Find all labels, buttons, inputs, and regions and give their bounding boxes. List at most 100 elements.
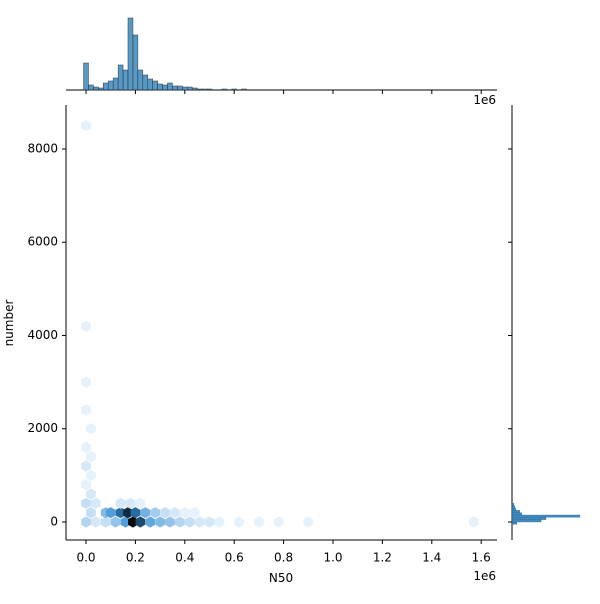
hexbin: [86, 423, 96, 435]
y-axis-label: number: [2, 300, 16, 347]
hexbin: [81, 120, 91, 132]
hexbin: [150, 507, 160, 519]
hexbin: [91, 516, 101, 528]
right-hist-bar: [511, 505, 516, 509]
top-hist-bar: [187, 86, 193, 91]
hexbin: [81, 479, 91, 491]
hexbin: [81, 460, 91, 472]
right-hist-bar: [511, 514, 581, 518]
hexbin: [81, 320, 91, 332]
hexbin: [184, 516, 195, 528]
top-hist-bar: [177, 85, 183, 91]
top-hist-bar: [191, 87, 198, 91]
x-axis-label: N50: [269, 571, 293, 585]
hexbin: [81, 404, 91, 416]
hexbin: [214, 516, 225, 528]
x-tick-label: 1.6: [472, 551, 491, 565]
top-hist-bar: [137, 69, 144, 91]
hexbin: [100, 516, 111, 528]
top-hist-bar: [98, 87, 104, 91]
hexbin: [468, 516, 479, 528]
hexbin: [86, 507, 96, 519]
hexbin: [135, 516, 146, 528]
hexbin: [110, 516, 121, 528]
top-hist-bar: [172, 85, 178, 91]
hexbin: [120, 516, 131, 528]
top-hist-bar: [142, 74, 149, 91]
right-hist-bar: [511, 519, 542, 523]
top-hist-bar: [88, 84, 94, 91]
right-hist-bar: [511, 521, 518, 525]
top-hist-bar: [83, 62, 89, 91]
hexbin: [204, 516, 215, 528]
hexbin: [165, 516, 175, 528]
hexbin: [135, 497, 146, 509]
y-tick-label: 8000: [27, 141, 58, 155]
top-hist-bar: [117, 64, 124, 91]
hexbin: [155, 516, 165, 528]
top-hist-bar: [206, 88, 213, 91]
top-hist-bar: [241, 88, 247, 91]
top-hist-bar: [182, 86, 188, 91]
hexbin: [160, 507, 170, 519]
hexbin: [189, 507, 200, 519]
y-tick-label: 4000: [27, 328, 58, 342]
hexbin: [115, 507, 126, 519]
hexbin: [105, 507, 116, 519]
hexbin: [170, 507, 180, 519]
right-hist-bar: [511, 517, 547, 520]
x-tick-label: 0.2: [126, 551, 145, 565]
x-tick-label: 0.0: [76, 551, 95, 565]
hexbin: [86, 488, 96, 500]
hexbin: [303, 516, 314, 528]
top-hist-bar: [221, 88, 228, 91]
top-hist-bar: [196, 88, 203, 91]
top-hist-bar: [201, 88, 208, 91]
hexbin: [81, 376, 91, 388]
top-hist-bar: [152, 80, 158, 91]
hexbin: [123, 507, 133, 519]
top-hist-bar: [157, 83, 163, 91]
hexbin: [234, 516, 244, 528]
x-tick-label: 0.6: [225, 551, 244, 565]
hexbin: [273, 516, 284, 528]
hexbin: [194, 516, 205, 528]
y-tick-label: 6000: [27, 235, 58, 249]
x-tick-label: 1.0: [323, 551, 342, 565]
hexbin: [81, 516, 91, 528]
top-hist-bar: [127, 17, 134, 91]
top-hist-bar: [107, 80, 114, 91]
top-hist-bar: [162, 84, 168, 91]
hexbin: [125, 497, 136, 509]
x-tick-label: 0.8: [274, 551, 293, 565]
top-hist-bar: [112, 77, 119, 91]
hexbin: [130, 507, 141, 519]
right-hist-bar: [511, 512, 522, 516]
x-tick-label: 1.2: [373, 551, 392, 565]
top-hist-bar: [132, 34, 139, 91]
x-offset-text: 1e6: [473, 569, 496, 583]
hexbin: [81, 441, 91, 453]
top-offset-text: 1e6: [473, 93, 496, 107]
hexbin: [180, 507, 190, 519]
hexbin: [91, 497, 101, 509]
hexbin: [115, 497, 126, 509]
y-tick-label: 2000: [27, 421, 58, 435]
hexbin: [81, 497, 91, 509]
right-hist-bar: [511, 503, 515, 506]
right-hist-bar: [511, 507, 517, 511]
top-hist-bar: [147, 78, 153, 91]
top-hist-bar: [122, 69, 129, 91]
y-tick-label: 0: [50, 515, 58, 529]
right-hist-bar: [511, 510, 520, 513]
hexbin: [175, 516, 185, 528]
hexbin: [140, 507, 151, 519]
hexbin: [86, 451, 96, 463]
x-tick-label: 1.4: [422, 551, 441, 565]
top-hist-bar: [93, 86, 99, 91]
x-tick-label: 0.4: [175, 551, 194, 565]
hexbin: [145, 516, 156, 528]
top-hist-bar: [103, 82, 109, 91]
hexbin: [128, 516, 138, 528]
top-hist-bar: [167, 82, 173, 91]
